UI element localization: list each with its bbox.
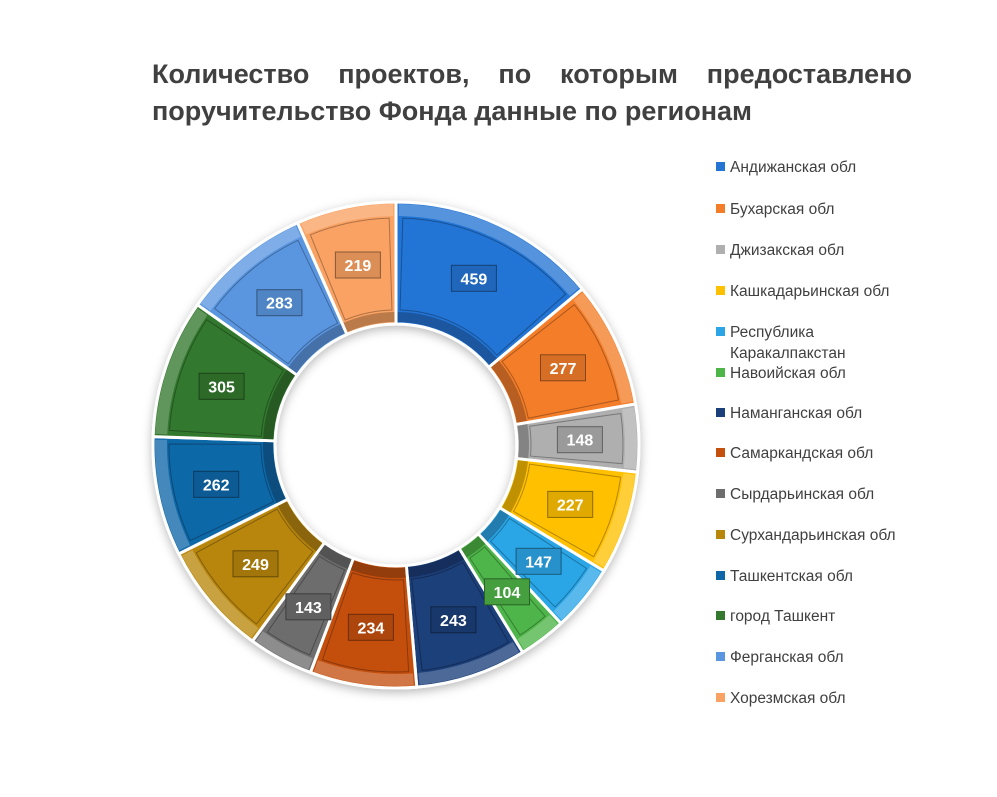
chart-title-line-1: Количество проектов, по которым предоста…	[152, 59, 912, 89]
legend-swatch	[716, 530, 725, 539]
slice-5-bevel-outer	[553, 565, 601, 620]
chart-title: Количество проектов, по которым предоста…	[152, 56, 912, 130]
slice-7-label-box	[430, 606, 477, 634]
slice-1-bevel-inner	[397, 312, 497, 365]
slice-11-label-box	[193, 470, 240, 498]
slice-6-bevel-outer	[517, 614, 558, 650]
legend-swatch	[716, 245, 725, 254]
legend-swatch	[716, 571, 725, 580]
slice-1-label-box	[450, 264, 497, 292]
slice-10-value-label: 249	[242, 557, 269, 574]
slice-13-label-box	[256, 289, 303, 317]
legend-label: Сурхандарьинская обл	[730, 527, 896, 544]
slice-6-value-label: 104	[494, 585, 521, 602]
slice-2-bevel-outer	[573, 292, 634, 404]
legend-label: Навоийская обл	[730, 365, 846, 382]
slice-10-label-box	[232, 550, 279, 578]
legend-swatch	[716, 368, 725, 377]
legend-label: Джизакская обл	[730, 242, 845, 259]
slice-5-bevel-inner	[480, 509, 509, 542]
slice-9-label-box	[285, 593, 332, 621]
slice-13-value-label: 283	[266, 296, 293, 313]
slice-3-bevel-inner	[517, 424, 529, 459]
slice-8-label-box	[347, 613, 394, 641]
slice-2-label-box	[540, 354, 586, 382]
legend-label: Наманганская обл	[730, 405, 863, 422]
slice-2-bevel-inner	[491, 360, 527, 423]
slice-5-label-box	[515, 547, 562, 575]
slice-4-label-box	[547, 490, 594, 518]
slice-13-bevel-outer	[200, 225, 301, 311]
slice-4-value-label: 227	[557, 497, 584, 514]
legend-swatch	[716, 204, 725, 213]
legend-label: Республика Каракалпакстан	[730, 324, 846, 362]
legend-label: Сырдарьинская обл	[730, 486, 875, 503]
slice-3-value-label: 148	[567, 433, 594, 450]
slice-4-bevel-outer	[593, 473, 636, 568]
legend-swatch	[716, 327, 725, 336]
legend-label: город Ташкент	[730, 608, 836, 625]
legend-swatch	[716, 448, 725, 457]
chart-title-line-2: поручительство Фонда данные по регионам	[152, 96, 752, 126]
slice-3-label-box	[556, 426, 603, 454]
slice-6-bevel-inner	[461, 536, 486, 558]
slice-7-bevel-inner	[408, 550, 464, 578]
slice-14-bevel-inner	[343, 312, 395, 332]
legend-label: Ташкентская обл	[730, 568, 853, 585]
slice-12-bevel-outer	[155, 308, 208, 435]
slice-9-bevel-outer	[255, 631, 313, 670]
slice-8-bevel-outer	[313, 660, 414, 687]
slice-5-value-label: 147	[525, 554, 552, 571]
slice-9-value-label: 143	[295, 600, 322, 617]
slice-3-bevel-outer	[622, 407, 638, 470]
slice-7-bevel-outer	[418, 641, 520, 685]
slice-8-value-label: 234	[358, 620, 385, 637]
slice-12-label-box	[198, 372, 245, 400]
legend-swatch	[716, 652, 725, 661]
slice-7-value-label: 243	[440, 613, 467, 630]
legend-swatch	[716, 489, 725, 498]
slice-4-bevel-inner	[501, 460, 528, 513]
slice-11-value-label: 262	[203, 477, 230, 494]
legend-swatch	[716, 611, 725, 620]
slice-6-label-box	[484, 578, 530, 606]
legend-label: Хорезмская обл	[730, 690, 846, 707]
slice-12-value-label: 305	[208, 379, 235, 396]
slice-10-bevel-inner	[277, 501, 323, 552]
legend-label: Андижанская обл	[730, 159, 857, 176]
slice-1-bevel-outer	[398, 204, 579, 296]
slice-2-value-label: 277	[550, 361, 577, 378]
slice-10-bevel-outer	[181, 550, 259, 638]
legend-swatch	[716, 162, 725, 171]
slice-12-bevel-inner	[263, 369, 295, 440]
legend-label: Ферганская обл	[730, 649, 844, 666]
slice-8-bevel-inner	[350, 560, 406, 579]
slice-11-bevel-outer	[154, 439, 191, 551]
slice-11-bevel-inner	[262, 442, 286, 504]
slice-14-bevel-outer	[301, 204, 394, 235]
slice-13-bevel-inner	[288, 324, 345, 373]
legend-label: Бухарская обл	[730, 201, 835, 218]
legend-swatch	[716, 693, 725, 702]
slice-14-value-label: 219	[345, 258, 372, 275]
slice-14-label-box	[334, 251, 381, 279]
legend-label: Самаркандская обл	[730, 445, 874, 462]
legend-swatch	[716, 408, 725, 417]
legend-swatch	[716, 286, 725, 295]
slice-1-value-label: 459	[461, 271, 488, 288]
slice-9-bevel-inner	[318, 545, 352, 569]
legend-label: Кашкадарьинская обл	[730, 283, 890, 300]
